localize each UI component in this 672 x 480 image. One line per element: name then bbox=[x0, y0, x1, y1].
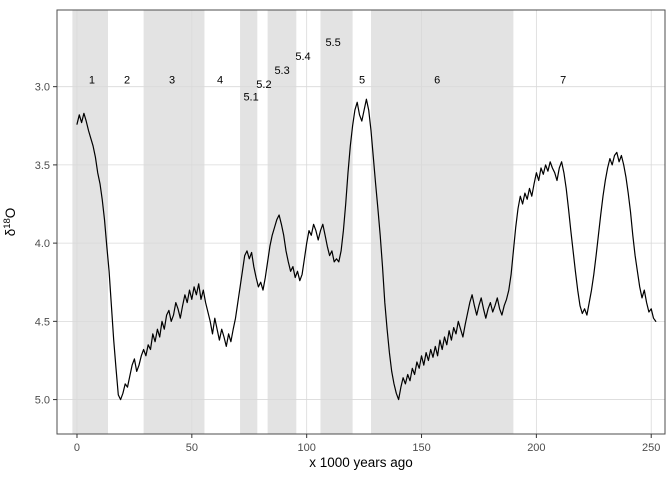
mis-stage-band bbox=[72, 10, 108, 434]
x-tick-label: 100 bbox=[297, 442, 315, 454]
x-tick-label: 50 bbox=[186, 442, 198, 454]
stage-label: 5.3 bbox=[274, 65, 289, 77]
y-tick-label: 3.0 bbox=[35, 82, 50, 94]
y-tick-label: 3.5 bbox=[35, 160, 50, 172]
x-tick-label: 250 bbox=[642, 442, 660, 454]
stage-label: 3 bbox=[169, 75, 175, 87]
x-axis-title: x 1000 years ago bbox=[309, 455, 413, 470]
mis-stage-band bbox=[267, 10, 297, 434]
y-tick-label: 5.0 bbox=[35, 395, 50, 407]
stage-label: 1 bbox=[89, 75, 95, 87]
stage-label: 5.1 bbox=[243, 92, 258, 104]
stage-label: 5.5 bbox=[325, 37, 340, 49]
x-tick-label: 0 bbox=[74, 442, 80, 454]
mis-stage-band bbox=[320, 10, 353, 434]
stage-label: 7 bbox=[560, 75, 566, 87]
stage-label: 2 bbox=[124, 75, 130, 87]
stage-label: 5.4 bbox=[295, 51, 310, 63]
delta18o-series-line bbox=[76, 98, 657, 401]
stage-label: 5.2 bbox=[256, 79, 271, 91]
stage-label: 6 bbox=[434, 75, 440, 87]
stage-label: 5 bbox=[359, 75, 365, 87]
mis-stage-band bbox=[143, 10, 205, 434]
y-axis-title: δ18O bbox=[2, 208, 18, 237]
y-tick-label: 4.0 bbox=[35, 238, 50, 250]
mis-stage-band bbox=[240, 10, 258, 434]
mis-stage-band bbox=[370, 10, 514, 434]
panel-border bbox=[56, 9, 666, 435]
y-tick-label: 4.5 bbox=[35, 316, 50, 328]
x-tick-label: 200 bbox=[527, 442, 545, 454]
x-tick-label: 150 bbox=[412, 442, 430, 454]
stage-label: 4 bbox=[217, 75, 223, 87]
